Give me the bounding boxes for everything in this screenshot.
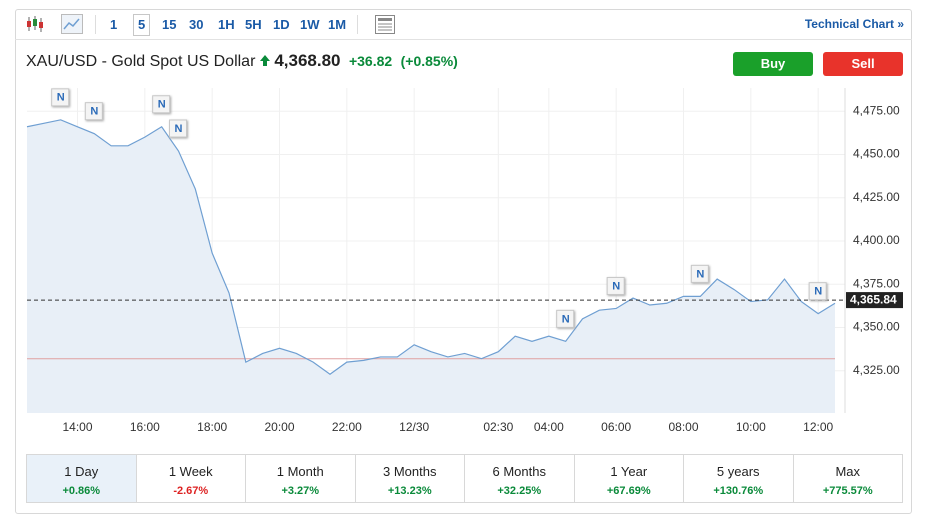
period-bar: 1 Day +0.86% 1 Week -2.67% 1 Month +3.27% 3 Mo… xyxy=(26,454,903,503)
y-tick-label: 4,350.00 xyxy=(853,320,900,334)
period-label: 6 Months xyxy=(492,464,546,479)
up-arrow xyxy=(259,55,270,66)
period-change: +0.86% xyxy=(62,485,101,497)
news-marker-label: N xyxy=(612,280,620,292)
separator xyxy=(357,15,358,34)
period-label: 5 years xyxy=(716,464,760,479)
period-label: 1 Year xyxy=(610,464,648,479)
x-tick-label: 18:00 xyxy=(197,420,227,434)
period-cell[interactable]: 6 Months +32.25% xyxy=(464,455,574,502)
current-price-box xyxy=(846,292,903,309)
x-tick-label: 06:00 xyxy=(601,420,631,434)
y-tick-label: 4,400.00 xyxy=(853,233,900,247)
period-change: -2.67% xyxy=(173,485,209,497)
toolbar: 1 5 15 30 1H 5H 1D 1W 1M Technical Chart » xyxy=(15,9,912,40)
interval-button[interactable]: 30 xyxy=(189,17,204,32)
price-line xyxy=(26,119,836,375)
separator xyxy=(95,15,96,34)
news-marker-label: N xyxy=(175,123,183,135)
period-cell[interactable]: 5 years +130.76% xyxy=(683,455,793,502)
instrument-title: XAU/USD - Gold Spot US Dollar xyxy=(26,53,256,70)
x-tick-label: 02:30 xyxy=(483,420,513,434)
buy-button[interactable]: Buy xyxy=(733,52,813,76)
widget-frame xyxy=(15,9,912,514)
interval-button[interactable]: 1D xyxy=(273,17,290,32)
candle-icon[interactable] xyxy=(25,15,45,33)
news-marker-label: N xyxy=(57,92,65,104)
period-cell[interactable]: 1 Month +3.27% xyxy=(245,455,355,502)
x-tick-label: 08:00 xyxy=(668,420,698,434)
period-label: 1 Week xyxy=(168,464,213,479)
sell-button[interactable]: Sell xyxy=(823,52,903,76)
news-marker-label: N xyxy=(814,286,822,298)
news-marker xyxy=(84,102,103,121)
instrument-header: XAU/USD - Gold Spot US Dollar 4,368.80 +… xyxy=(26,51,458,71)
x-tick-label: 22:00 xyxy=(332,420,362,434)
x-tick-label: 12:00 xyxy=(803,420,833,434)
table-icon[interactable] xyxy=(375,15,395,34)
period-change: +13.23% xyxy=(387,485,432,497)
interval-button[interactable]: 1 xyxy=(110,17,118,32)
x-tick-label: 04:00 xyxy=(534,420,564,434)
line-icon[interactable] xyxy=(61,14,83,34)
period-change: +130.76% xyxy=(713,485,764,497)
news-marker-label: N xyxy=(562,313,570,325)
change: +36.82 xyxy=(348,53,393,69)
price-area xyxy=(27,119,835,414)
y-tick-label: 4,475.00 xyxy=(853,103,900,117)
period-change: +67.69% xyxy=(606,485,651,497)
period-change: +32.25% xyxy=(497,485,542,497)
y-tick-label: 4,425.00 xyxy=(853,190,900,204)
news-marker xyxy=(169,119,187,138)
current-price-label: 4,365.84 xyxy=(850,292,897,306)
y-tick-label: 4,325.00 xyxy=(853,363,900,377)
period-label: 3 Months xyxy=(383,464,437,479)
interval-button[interactable]: 1W xyxy=(300,17,320,32)
news-marker-label: N xyxy=(696,268,704,280)
news-marker xyxy=(606,276,625,295)
y-tick-label: 4,375.00 xyxy=(853,276,900,290)
interval-button[interactable]: 5 xyxy=(133,14,151,36)
news-marker-label: N xyxy=(158,99,166,111)
period-label: Max xyxy=(835,464,861,479)
news-marker xyxy=(690,264,709,283)
x-tick-label: 12/30 xyxy=(399,420,429,434)
news-marker xyxy=(152,95,171,114)
period-cell[interactable]: 1 Year +67.69% xyxy=(573,455,684,502)
price: 4,368.80 xyxy=(274,51,341,70)
period-label: 1 Month xyxy=(276,464,324,479)
technical-chart-link[interactable]: Technical Chart » xyxy=(804,17,904,31)
news-marker xyxy=(808,282,827,301)
x-tick-label: 20:00 xyxy=(264,420,294,434)
period-cell[interactable]: 3 Months +13.23% xyxy=(354,455,465,502)
interval-button[interactable]: 15 xyxy=(162,17,177,32)
news-marker xyxy=(51,88,70,107)
period-cell[interactable]: Max +775.57% xyxy=(792,455,903,502)
period-label: 1 Day xyxy=(64,464,99,479)
x-tick-label: 16:00 xyxy=(130,420,160,434)
period-change: +775.57% xyxy=(822,485,873,497)
change-pct: (+0.85%) xyxy=(400,53,458,69)
news-marker xyxy=(556,309,575,328)
interval-button[interactable]: 1M xyxy=(328,17,347,32)
x-tick-label: 14:00 xyxy=(62,420,92,434)
interval-button[interactable]: 5H xyxy=(245,17,262,32)
y-tick-label: 4,450.00 xyxy=(853,147,900,161)
news-marker-label: N xyxy=(90,106,98,118)
x-tick-label: 10:00 xyxy=(736,420,766,434)
period-cell[interactable]: 1 Week -2.67% xyxy=(135,455,246,502)
interval-button[interactable]: 1H xyxy=(218,17,235,32)
period-cell[interactable]: 1 Day +0.86% xyxy=(27,455,136,502)
period-change: +3.27% xyxy=(281,485,320,497)
